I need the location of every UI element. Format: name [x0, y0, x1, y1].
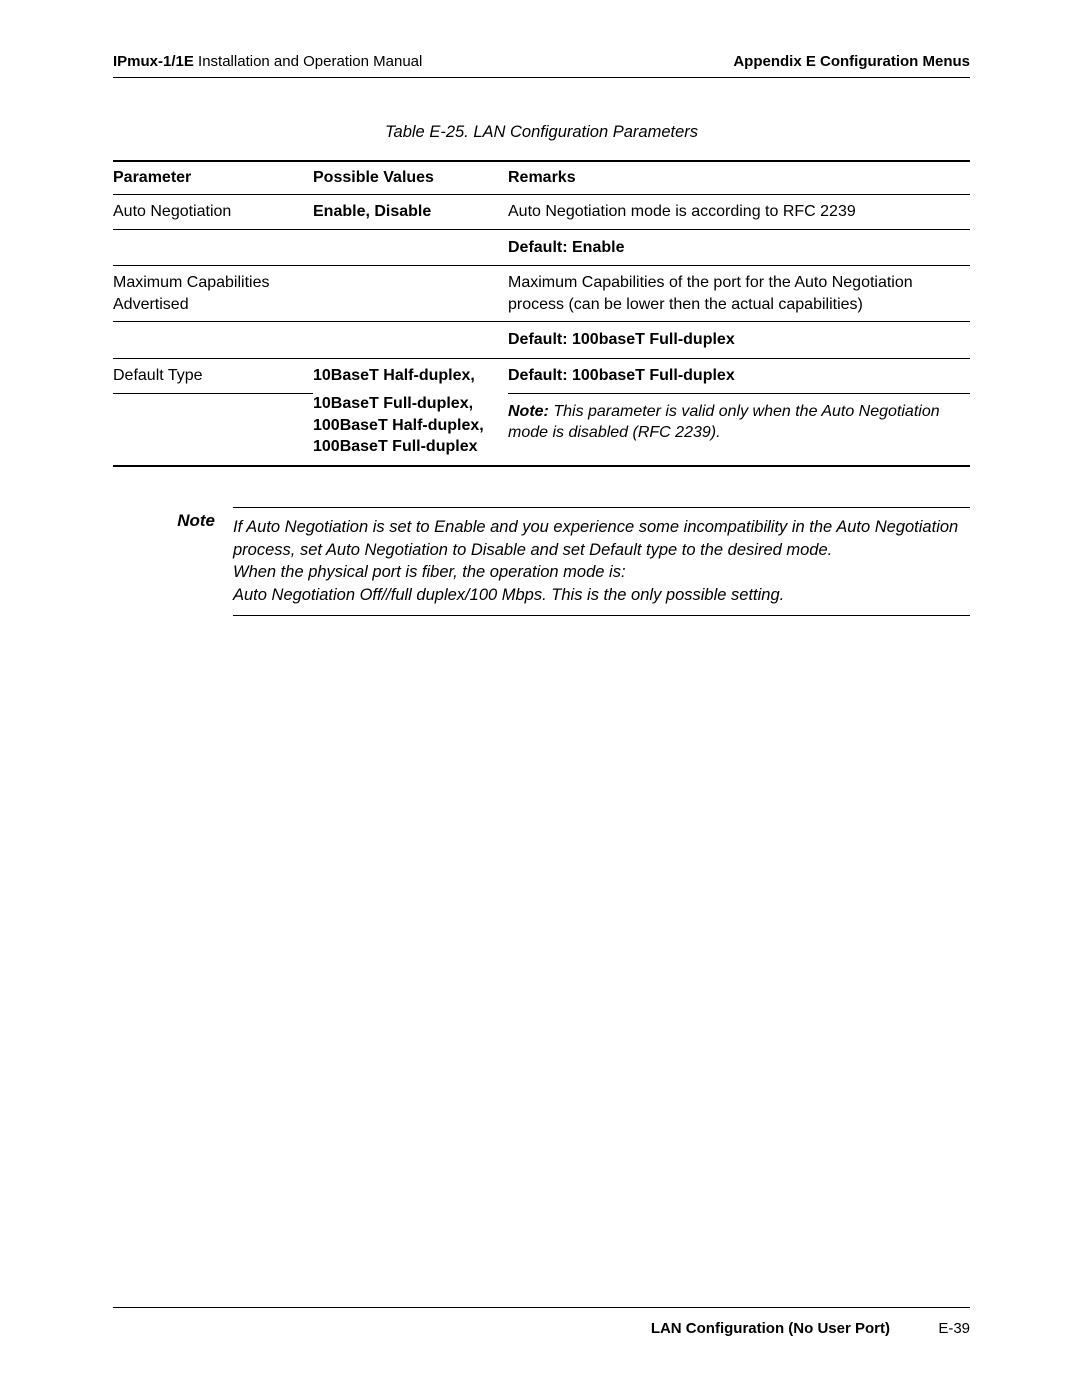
table-caption: Table E-25. LAN Configuration Parameters — [113, 123, 970, 142]
table-row: Default: 100baseT Full-duplex — [113, 322, 970, 359]
col-header-parameter: Parameter — [113, 161, 313, 195]
value-line: 100BaseT Full-duplex — [313, 436, 508, 458]
cell-default: Default: 100baseT Full-duplex — [508, 358, 970, 393]
page-header: IPmux-1/1E Installation and Operation Ma… — [113, 53, 970, 78]
header-manual-title: Installation and Operation Manual — [194, 53, 422, 70]
cell-param: Auto Negotiation — [113, 195, 313, 230]
cell-param: Maximum Capabilities Advertised — [113, 266, 313, 322]
page-footer: LAN Configuration (No User Port) E-39 — [113, 1307, 970, 1337]
value-line: 10BaseT Full-duplex, — [313, 393, 508, 415]
cell-default: Default: Enable — [508, 229, 970, 266]
note-content: If Auto Negotiation is set to Enable and… — [233, 507, 970, 616]
cell-empty — [313, 229, 508, 266]
col-header-remarks: Remarks — [508, 161, 970, 195]
header-product: IPmux-1/1E — [113, 53, 194, 70]
cell-remarks: Maximum Capabilities of the port for the… — [508, 266, 970, 322]
cell-remarks: Auto Negotiation mode is according to RF… — [508, 195, 970, 230]
cell-empty — [113, 393, 313, 466]
cell-values — [313, 266, 508, 322]
cell-empty — [113, 322, 313, 359]
note-label: Note — [113, 507, 233, 531]
cell-values: 10BaseT Full-duplex, 100BaseT Half-duple… — [313, 393, 508, 466]
table-row: 10BaseT Full-duplex, 100BaseT Half-duple… — [113, 393, 970, 466]
cell-default: Default: 100baseT Full-duplex — [508, 322, 970, 359]
cell-param: Default Type — [113, 358, 313, 393]
note-paragraph: Auto Negotiation Off//full duplex/100 Mb… — [233, 584, 970, 607]
table-row: Default Type 10BaseT Half-duplex, Defaul… — [113, 358, 970, 393]
cell-empty — [113, 229, 313, 266]
cell-values: Enable, Disable — [313, 195, 508, 230]
cell-values: 10BaseT Half-duplex, — [313, 358, 508, 393]
lan-config-table: Parameter Possible Values Remarks Auto N… — [113, 160, 970, 467]
footer-section: LAN Configuration (No User Port) — [651, 1320, 890, 1337]
table-row: Maximum Capabilities Advertised Maximum … — [113, 266, 970, 322]
col-header-values: Possible Values — [313, 161, 508, 195]
note-label-inline: Note: — [508, 403, 549, 420]
header-right: Appendix E Configuration Menus — [733, 53, 970, 70]
note-paragraph: If Auto Negotiation is set to Enable and… — [233, 516, 970, 562]
note-paragraph: When the physical port is fiber, the ope… — [233, 561, 970, 584]
note-section: Note If Auto Negotiation is set to Enabl… — [113, 507, 970, 616]
table-row: Default: Enable — [113, 229, 970, 266]
table-row: Auto Negotiation Enable, Disable Auto Ne… — [113, 195, 970, 230]
header-left: IPmux-1/1E Installation and Operation Ma… — [113, 53, 422, 70]
note-text-inline: This parameter is valid only when the Au… — [508, 403, 940, 442]
footer-page-number: E-39 — [938, 1320, 970, 1337]
cell-empty — [313, 322, 508, 359]
value-line: 100BaseT Half-duplex, — [313, 415, 508, 437]
table-header-row: Parameter Possible Values Remarks — [113, 161, 970, 195]
cell-note: Note: This parameter is valid only when … — [508, 393, 970, 466]
